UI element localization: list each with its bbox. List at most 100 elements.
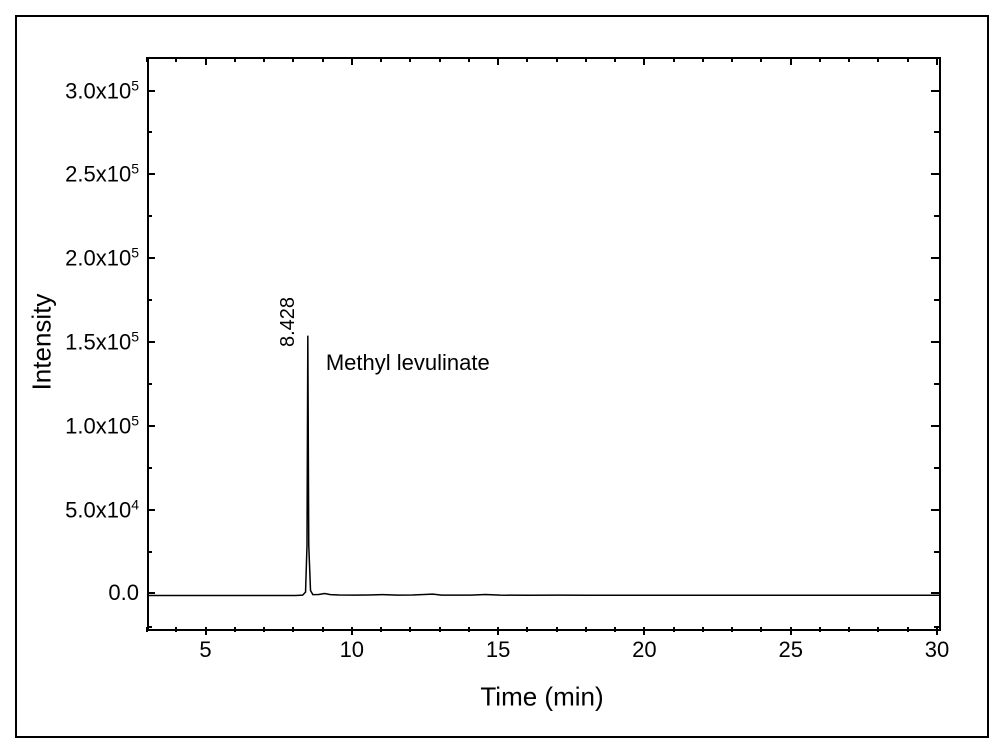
- x-minor-tick-top: [292, 57, 294, 62]
- x-minor-tick-top: [673, 57, 675, 62]
- x-minor-tick: [673, 627, 675, 632]
- x-minor-tick: [175, 627, 177, 632]
- x-minor-tick-top: [468, 57, 470, 62]
- x-minor-tick-top: [526, 57, 528, 62]
- x-tick-label: 10: [340, 637, 364, 663]
- x-minor-tick-top: [380, 57, 382, 62]
- y-tick-right: [931, 257, 939, 259]
- x-minor-tick-top: [614, 57, 616, 62]
- x-minor-tick-top: [819, 57, 821, 62]
- x-minor-tick-top: [907, 57, 909, 62]
- x-tick-top: [351, 57, 353, 65]
- x-minor-tick-top: [263, 57, 265, 62]
- x-minor-tick: [556, 627, 558, 632]
- x-tick: [643, 627, 645, 635]
- x-minor-tick: [146, 627, 148, 632]
- y-minor-tick: [147, 299, 152, 301]
- y-tick-label: 0.0: [108, 580, 139, 606]
- y-tick-label: 1.0x105: [65, 412, 139, 439]
- x-minor-tick-top: [556, 57, 558, 62]
- y-tick: [147, 90, 155, 92]
- x-tick-top: [790, 57, 792, 65]
- y-axis-label: Intensity: [27, 294, 58, 391]
- y-minor-tick-right: [934, 299, 939, 301]
- y-tick: [147, 257, 155, 259]
- x-minor-tick: [263, 627, 265, 632]
- y-tick: [147, 509, 155, 511]
- y-tick-label: 1.5x105: [65, 328, 139, 355]
- y-tick: [147, 425, 155, 427]
- x-minor-tick-top: [409, 57, 411, 62]
- x-minor-tick-top: [848, 57, 850, 62]
- x-minor-tick: [760, 627, 762, 632]
- y-tick: [147, 173, 155, 175]
- y-tick-label: 2.0x105: [65, 245, 139, 272]
- x-minor-tick: [614, 627, 616, 632]
- y-minor-tick-right: [934, 215, 939, 217]
- x-tick: [790, 627, 792, 635]
- y-minor-tick: [147, 467, 152, 469]
- x-minor-tick: [322, 627, 324, 632]
- x-minor-tick-top: [877, 57, 879, 62]
- chart-frame: Intensity Time (min) 0.0 5.0x104 1.0x105 1.…: [15, 15, 989, 738]
- x-minor-tick: [585, 627, 587, 632]
- y-tick-right: [931, 592, 939, 594]
- y-tick-label: 5.0x104: [65, 496, 139, 523]
- y-tick-right: [931, 341, 939, 343]
- x-minor-tick: [468, 627, 470, 632]
- x-minor-tick: [848, 627, 850, 632]
- y-tick: [147, 592, 155, 594]
- x-minor-tick: [409, 627, 411, 632]
- x-minor-tick-top: [760, 57, 762, 62]
- x-axis-label: Time (min): [480, 682, 603, 713]
- x-minor-tick: [819, 627, 821, 632]
- y-tick-right: [931, 509, 939, 511]
- x-tick-label: 30: [925, 637, 949, 663]
- x-minor-tick-top: [146, 57, 148, 62]
- x-tick-label: 25: [778, 637, 802, 663]
- peak-retention-label: 8.428: [277, 297, 300, 347]
- x-minor-tick-top: [322, 57, 324, 62]
- x-minor-tick: [526, 627, 528, 632]
- y-tick: [147, 341, 155, 343]
- y-minor-tick-right: [934, 383, 939, 385]
- y-minor-tick: [147, 215, 152, 217]
- x-minor-tick-top: [702, 57, 704, 62]
- y-minor-tick: [147, 383, 152, 385]
- x-tick: [497, 627, 499, 635]
- x-tick-label: 15: [486, 637, 510, 663]
- x-minor-tick: [907, 627, 909, 632]
- x-tick: [936, 627, 938, 635]
- y-tick-label: 3.0x105: [65, 77, 139, 104]
- y-minor-tick-right: [934, 467, 939, 469]
- y-minor-tick: [147, 131, 152, 133]
- peak-name-label: Methyl levulinate: [326, 350, 490, 376]
- x-minor-tick-top: [585, 57, 587, 62]
- x-minor-tick-top: [439, 57, 441, 62]
- y-tick-right: [931, 173, 939, 175]
- x-tick: [351, 627, 353, 635]
- y-minor-tick-right: [934, 551, 939, 553]
- x-minor-tick-top: [731, 57, 733, 62]
- x-tick-label: 5: [199, 637, 211, 663]
- chromatogram-line: [149, 59, 939, 629]
- y-tick-label: 2.5x105: [65, 161, 139, 188]
- x-minor-tick: [731, 627, 733, 632]
- x-tick-top: [205, 57, 207, 65]
- x-tick: [205, 627, 207, 635]
- x-minor-tick: [234, 627, 236, 632]
- x-tick-top: [643, 57, 645, 65]
- x-minor-tick: [877, 627, 879, 632]
- y-minor-tick-right: [934, 131, 939, 133]
- x-minor-tick: [702, 627, 704, 632]
- x-tick-label: 20: [632, 637, 656, 663]
- x-tick-top: [936, 57, 938, 65]
- plot-area: [147, 57, 941, 631]
- x-minor-tick-top: [234, 57, 236, 62]
- y-tick-right: [931, 425, 939, 427]
- x-minor-tick: [292, 627, 294, 632]
- x-minor-tick-top: [175, 57, 177, 62]
- x-minor-tick: [439, 627, 441, 632]
- y-minor-tick: [147, 551, 152, 553]
- x-tick-top: [497, 57, 499, 65]
